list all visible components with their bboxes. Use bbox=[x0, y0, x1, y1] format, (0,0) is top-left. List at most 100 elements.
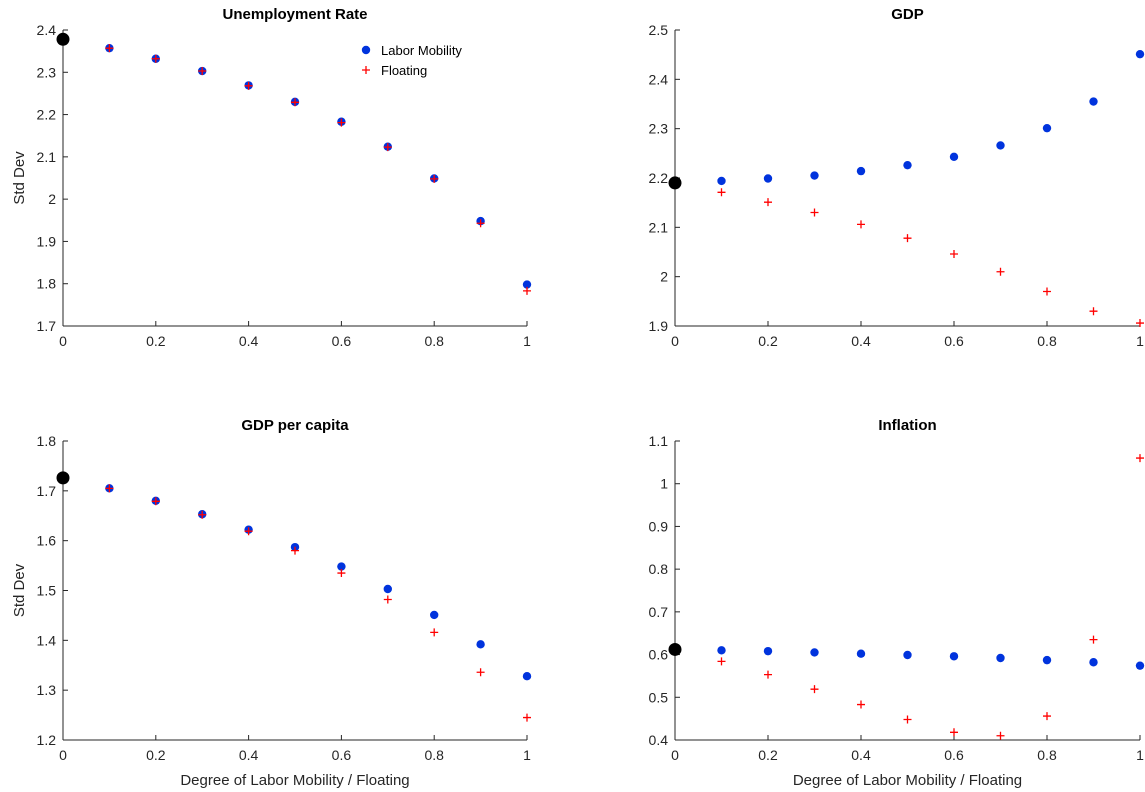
y-tick-label: 1.8 bbox=[37, 433, 57, 449]
labor-mobility-point bbox=[763, 174, 773, 183]
chart-panel-4: 0 0.2 0.4 0.6 0.8 1 0.4 0.5 0.6 0.7 0.8 0.9 1 1.1 Infl… bbox=[649, 417, 1145, 789]
y-tick-label: 1.4 bbox=[37, 632, 57, 648]
floating-point bbox=[1136, 319, 1144, 328]
floating-point bbox=[950, 249, 958, 258]
y-tick-label: 0.6 bbox=[649, 647, 669, 663]
x-axis-label: Degree of Labor Mobility / Floating bbox=[180, 772, 409, 789]
chart-title: Inflation bbox=[878, 417, 936, 434]
y-tick-label: 0.5 bbox=[649, 689, 669, 705]
chart-panel-3: 0 0.2 0.4 0.6 0.8 1 1.2 1.3 1.4 1.5 1.6 1.7 1.8 GDP p… bbox=[11, 417, 532, 789]
x-tick-label: 0.6 bbox=[332, 333, 352, 349]
x-tick-label: 0.2 bbox=[758, 747, 778, 763]
floating-point bbox=[857, 700, 865, 709]
chart-title: Unemployment Rate bbox=[222, 6, 367, 23]
floating-point bbox=[244, 527, 253, 536]
x-tick-label: 0.2 bbox=[758, 333, 778, 349]
labor-mobility-point bbox=[476, 640, 485, 649]
labor-mobility-point bbox=[949, 652, 959, 661]
labor-mobility-point bbox=[1089, 658, 1098, 667]
y-tick-label: 1.2 bbox=[37, 732, 57, 748]
floating-point bbox=[903, 234, 912, 243]
y-tick-label: 1.5 bbox=[37, 583, 57, 599]
y-tick-label: 0.9 bbox=[649, 518, 669, 534]
legend-label-labor-mobility: Labor Mobility bbox=[381, 43, 462, 58]
y-tick-label: 2.4 bbox=[649, 71, 669, 87]
y-tick-label: 2 bbox=[660, 269, 668, 285]
floating-point bbox=[810, 685, 819, 694]
labor-mobility-point bbox=[1042, 123, 1052, 133]
floating-point bbox=[151, 54, 160, 63]
x-tick-label: 0.4 bbox=[851, 747, 871, 763]
x-axis-label: Degree of Labor Mobility / Floating bbox=[793, 772, 1022, 789]
floating-point bbox=[810, 208, 819, 217]
x-tick-label: 0.2 bbox=[146, 747, 166, 763]
floating-point bbox=[476, 668, 485, 677]
chart-panel-1: 0 0.2 0.4 0.6 0.8 1 1.7 1.8 1.9 2 2.1 2.2 2.3 2.4 Unem… bbox=[11, 6, 532, 349]
x-tick-label: 1 bbox=[1136, 333, 1144, 349]
floating-point bbox=[383, 595, 392, 604]
x-tick-label: 0 bbox=[671, 747, 679, 763]
y-tick-label: 0.7 bbox=[649, 604, 669, 620]
x-tick-label: 0.8 bbox=[424, 747, 444, 763]
floating-point bbox=[717, 657, 726, 666]
labor-mobility-point bbox=[522, 672, 532, 681]
floating-point bbox=[337, 118, 346, 127]
y-axis-label: Std Dev bbox=[11, 563, 28, 617]
labor-mobility-point bbox=[717, 176, 726, 186]
floating-point bbox=[105, 484, 114, 493]
floating-point bbox=[764, 198, 772, 207]
y-tick-label: 2.2 bbox=[649, 170, 669, 186]
floating-point bbox=[105, 44, 114, 53]
y-tick-label: 1.7 bbox=[37, 318, 57, 334]
baseline-point bbox=[668, 642, 682, 656]
floating-point bbox=[717, 188, 726, 197]
x-tick-label: 1 bbox=[523, 333, 531, 349]
x-tick-label: 0.2 bbox=[146, 333, 166, 349]
labor-mobility-point bbox=[949, 152, 959, 161]
floating-point bbox=[523, 286, 531, 295]
floating-point bbox=[903, 715, 912, 724]
labor-mobility-point bbox=[810, 171, 819, 180]
y-tick-label: 1.6 bbox=[37, 533, 57, 549]
legend: Labor Mobility Floating bbox=[361, 43, 462, 78]
floating-point bbox=[198, 510, 207, 519]
x-tick-label: 1 bbox=[1136, 747, 1144, 763]
labor-mobility-point bbox=[763, 646, 773, 656]
x-tick-label: 1 bbox=[523, 747, 531, 763]
labor-mobility-point bbox=[903, 160, 912, 170]
labor-mobility-point bbox=[337, 562, 346, 571]
y-tick-label: 1.3 bbox=[37, 682, 57, 698]
y-tick-label: 2.4 bbox=[37, 22, 57, 38]
floating-point bbox=[1089, 635, 1098, 644]
y-tick-label: 2.2 bbox=[37, 107, 57, 123]
floating-point bbox=[151, 497, 160, 506]
y-tick-label: 1 bbox=[660, 476, 668, 492]
y-tick-label: 0.4 bbox=[649, 732, 669, 748]
labor-mobility-point bbox=[810, 648, 819, 657]
floating-point bbox=[764, 670, 772, 679]
y-tick-label: 2 bbox=[48, 191, 56, 207]
floating-point bbox=[291, 98, 299, 107]
floating-point bbox=[950, 728, 958, 737]
floating-point bbox=[244, 81, 253, 90]
labor-mobility-point bbox=[1042, 655, 1052, 665]
x-tick-label: 0.4 bbox=[239, 333, 259, 349]
labor-mobility-point bbox=[430, 610, 439, 620]
y-tick-label: 2.3 bbox=[649, 121, 669, 137]
y-tick-label: 1.7 bbox=[37, 483, 57, 499]
x-tick-label: 0 bbox=[59, 333, 67, 349]
labor-mobility-point bbox=[856, 649, 866, 658]
floating-point bbox=[430, 174, 439, 183]
floating-point bbox=[291, 546, 299, 555]
y-tick-label: 2.1 bbox=[37, 149, 57, 165]
x-tick-label: 0.6 bbox=[944, 747, 964, 763]
x-tick-label: 0.6 bbox=[332, 747, 352, 763]
x-tick-label: 0.8 bbox=[1037, 333, 1057, 349]
legend-label-floating: Floating bbox=[381, 63, 427, 78]
floating-point bbox=[1136, 454, 1144, 463]
baseline-point bbox=[56, 471, 70, 485]
y-tick-label: 1.9 bbox=[37, 233, 57, 249]
floating-point bbox=[523, 713, 531, 722]
labor-mobility-point bbox=[996, 653, 1005, 663]
x-tick-label: 0.4 bbox=[239, 747, 259, 763]
